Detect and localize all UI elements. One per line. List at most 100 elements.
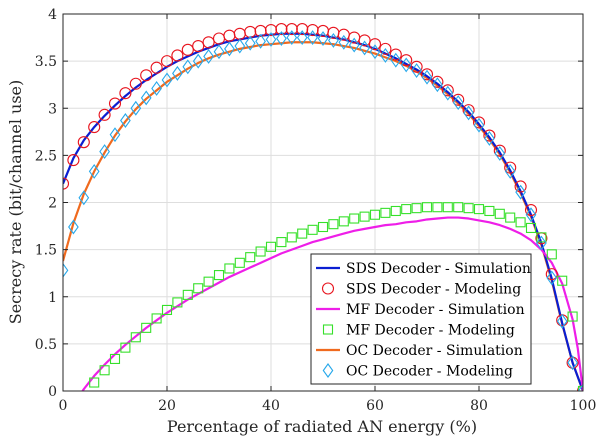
x-tick-label: 80 xyxy=(470,398,488,414)
data-point-square xyxy=(317,221,329,233)
series-sds-decoder-modeling xyxy=(63,23,583,391)
data-point-square xyxy=(276,237,287,248)
data-point-circle xyxy=(63,177,70,190)
data-point-diamond xyxy=(411,63,422,78)
data-point-square xyxy=(442,202,453,213)
legend-symbol xyxy=(321,282,335,295)
data-point-square xyxy=(182,289,193,300)
data-point-diamond xyxy=(203,48,214,64)
series-sds-decoder-simulation xyxy=(63,32,583,391)
data-point-diamond xyxy=(556,313,568,329)
x-axis-label: Percentage of radiated AN energy (%) xyxy=(167,417,477,436)
legend: SDS Decoder - Simulation SDS Decoder - Mo… xyxy=(310,253,532,385)
data-point-diamond xyxy=(63,262,69,278)
data-point-circle xyxy=(275,23,288,36)
data-point-circle xyxy=(358,34,371,47)
legend-entry-label: SDS Decoder - Simulation xyxy=(346,261,531,277)
data-point-square xyxy=(567,311,578,322)
data-point-diamond xyxy=(484,130,495,146)
data-point-square xyxy=(494,208,505,219)
data-point-diamond xyxy=(161,72,173,88)
data-point-diamond xyxy=(432,77,443,93)
data-point-diamond xyxy=(317,31,329,46)
data-point-diamond xyxy=(338,34,350,50)
data-point-circle xyxy=(410,60,423,73)
data-point-circle xyxy=(472,116,486,129)
series-oc-decoder-modeling xyxy=(63,30,583,391)
data-point-circle xyxy=(285,23,298,36)
data-point-diamond xyxy=(78,190,90,206)
data-point-square xyxy=(255,246,266,257)
data-point-square xyxy=(484,205,495,217)
legend-entry-label: OC Decoder - Modeling xyxy=(346,364,513,380)
data-point-square xyxy=(172,297,183,308)
data-point-square xyxy=(536,232,547,243)
data-point-square xyxy=(151,313,162,324)
data-point-circle xyxy=(441,84,454,97)
data-point-diamond xyxy=(213,44,225,60)
y-tick-label: 3.5 xyxy=(35,54,57,70)
data-point-diamond xyxy=(255,33,266,49)
data-point-circle xyxy=(88,121,101,134)
data-point-circle xyxy=(140,69,153,82)
y-tick-label: 1 xyxy=(48,290,57,306)
data-point-circle xyxy=(150,61,163,74)
data-point-diamond xyxy=(120,113,131,128)
data-point-diamond xyxy=(130,100,142,116)
data-point-square xyxy=(546,249,557,260)
data-point-diamond xyxy=(276,31,287,46)
data-point-square xyxy=(390,205,401,217)
data-point-diamond xyxy=(151,81,162,96)
data-point-square xyxy=(213,270,225,281)
data-point-square xyxy=(328,219,339,230)
data-point-square xyxy=(161,304,173,315)
data-point-circle xyxy=(192,39,205,53)
axes xyxy=(62,13,584,392)
data-point-square xyxy=(359,211,370,222)
legend-symbol xyxy=(322,324,334,335)
data-point-diamond xyxy=(536,235,547,251)
legend-box xyxy=(310,253,532,385)
data-point-square xyxy=(338,216,349,227)
data-point-circle xyxy=(566,356,579,369)
data-point-square xyxy=(432,202,443,213)
data-point-diamond xyxy=(348,37,360,53)
data-point-diamond xyxy=(109,127,121,143)
x-tick-label: 20 xyxy=(158,398,176,414)
data-point-circle xyxy=(67,154,80,167)
legend-marker-sample xyxy=(322,363,334,378)
data-point-circle xyxy=(368,38,382,51)
data-point-square xyxy=(141,322,152,333)
legend-marker-sample xyxy=(321,282,335,295)
data-point-square xyxy=(421,202,433,213)
data-point-square xyxy=(193,283,204,294)
data-point-square xyxy=(349,213,360,224)
data-point-diamond xyxy=(515,184,526,200)
y-tick-label: 0 xyxy=(48,384,57,400)
data-point-diamond xyxy=(380,48,391,63)
data-point-diamond xyxy=(182,59,194,75)
data-point-square xyxy=(130,332,141,343)
legend-marker-sample xyxy=(322,324,334,335)
data-point-square xyxy=(89,377,100,388)
data-point-square xyxy=(224,263,235,274)
data-point-square xyxy=(307,224,318,235)
data-point-diamond xyxy=(234,38,246,54)
data-point-diamond xyxy=(421,69,433,85)
data-point-diamond xyxy=(473,117,485,133)
y-tick-label: 2 xyxy=(48,196,57,212)
data-point-square xyxy=(453,202,464,213)
data-point-diamond xyxy=(244,35,256,51)
data-point-circle xyxy=(171,49,184,62)
series-layer xyxy=(63,23,583,391)
data-point-circle xyxy=(119,87,132,100)
data-point-circle xyxy=(389,48,402,61)
data-point-circle xyxy=(379,42,392,55)
data-point-diamond xyxy=(577,383,583,391)
data-point-diamond xyxy=(328,32,339,48)
data-point-square xyxy=(525,222,537,233)
data-point-circle xyxy=(431,75,444,88)
x-tick-label: 60 xyxy=(366,398,384,414)
